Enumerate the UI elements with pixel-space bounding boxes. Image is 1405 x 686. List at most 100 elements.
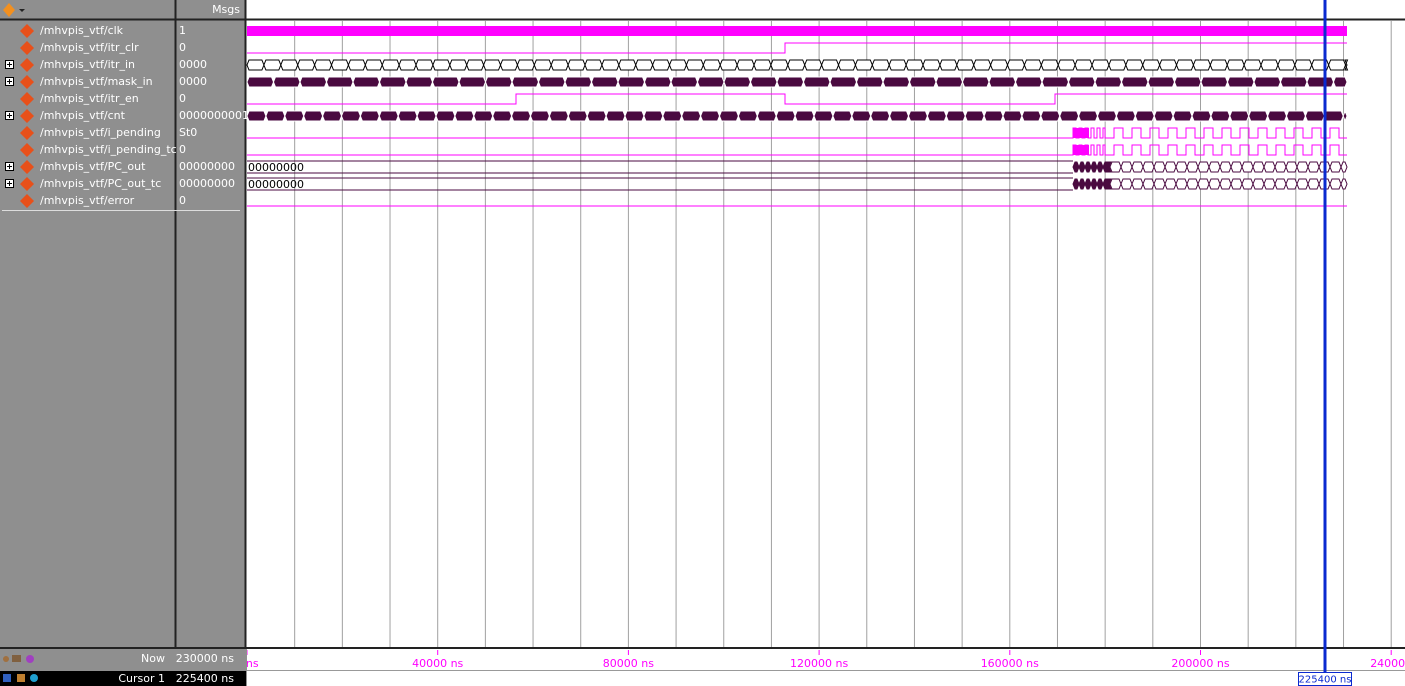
signal-name: /mhvpis_vtf/mask_in bbox=[40, 75, 153, 88]
signal-name: /mhvpis_vtf/error bbox=[40, 194, 135, 207]
bus-value: 00000000 bbox=[248, 178, 304, 191]
signal-value: 00000000 bbox=[179, 160, 235, 173]
waveform bbox=[246, 59, 1349, 71]
signal-value: 0 bbox=[179, 194, 186, 207]
cursor-value: 225400 ns bbox=[176, 672, 234, 685]
signal-name: /mhvpis_vtf/cnt bbox=[40, 109, 126, 122]
signal-row[interactable]: /mhvpis_vtf/mask_in 0000 bbox=[5, 75, 208, 89]
signal-icon bbox=[20, 109, 34, 123]
expand-icon bbox=[7, 79, 12, 84]
expand-icon bbox=[7, 113, 12, 118]
msgs-header: Msgs bbox=[212, 3, 240, 16]
waveform bbox=[246, 110, 1348, 122]
waveform bbox=[247, 26, 1347, 36]
dense-pulses bbox=[1073, 145, 1089, 155]
bus-wave bbox=[246, 110, 1348, 122]
now-value: 230000 ns bbox=[176, 652, 234, 665]
icon[interactable] bbox=[3, 656, 9, 662]
signal-icon bbox=[20, 41, 34, 55]
expand-icon bbox=[7, 181, 12, 186]
icon[interactable] bbox=[30, 674, 38, 682]
cursor-label: Cursor 1 bbox=[118, 672, 165, 685]
timeline-label: 80000 ns bbox=[603, 657, 654, 670]
signal-icon bbox=[20, 160, 34, 174]
signal-icon bbox=[20, 194, 34, 208]
expand-icon bbox=[7, 62, 12, 67]
bus-wave bbox=[247, 177, 1073, 191]
waveform: 00000000 bbox=[247, 160, 1348, 174]
left-panels bbox=[0, 0, 246, 686]
signal-row[interactable]: /mhvpis_vtf/itr_clr 0 bbox=[20, 41, 186, 55]
bus-wave bbox=[247, 160, 1073, 174]
waveform bbox=[247, 127, 1347, 139]
cursor-marker-label: 225400 ns bbox=[1299, 675, 1352, 686]
signal-icon bbox=[20, 24, 34, 38]
signal-icon bbox=[20, 143, 34, 157]
signal-value: 0 bbox=[179, 41, 186, 54]
bit-wave bbox=[247, 144, 1347, 156]
signal-value: 00000000 bbox=[179, 177, 235, 190]
signal-row[interactable]: /mhvpis_vtf/PC_out_tc 00000000 bbox=[5, 177, 236, 191]
signal-name: /mhvpis_vtf/itr_in bbox=[40, 58, 135, 71]
signal-name: /mhvpis_vtf/i_pending_tc bbox=[40, 143, 177, 156]
signal-value: 0 bbox=[179, 143, 186, 156]
signal-name: /mhvpis_vtf/i_pending bbox=[40, 126, 161, 139]
icon bbox=[19, 9, 25, 12]
signal-value: 0000 bbox=[179, 75, 207, 88]
signal-row[interactable]: /mhvpis_vtf/error 0 bbox=[20, 194, 186, 208]
signal-value: 0000000001 bbox=[179, 109, 249, 122]
signal-value: 0000 bbox=[179, 58, 207, 71]
bus-wave bbox=[246, 59, 1349, 71]
signal-name: /mhvpis_vtf/PC_out bbox=[40, 160, 146, 173]
signal-icon bbox=[20, 177, 34, 191]
signal-row[interactable]: /mhvpis_vtf/i_pending_tc 0 bbox=[20, 143, 186, 157]
bus-wave bbox=[1072, 161, 1112, 173]
signal-row[interactable]: /mhvpis_vtf/PC_out 00000000 bbox=[5, 160, 236, 174]
icon[interactable] bbox=[17, 674, 25, 682]
header-row bbox=[0, 0, 246, 19]
signal-icon bbox=[20, 58, 34, 72]
signal-row[interactable]: /mhvpis_vtf/itr_en 0 bbox=[20, 92, 186, 106]
signal-icon bbox=[20, 126, 34, 140]
waveform bbox=[246, 76, 1348, 88]
signal-row[interactable]: /mhvpis_vtf/clk 1 bbox=[20, 24, 186, 38]
signal-name: /mhvpis_vtf/itr_en bbox=[40, 92, 139, 105]
timeline-label: 200000 ns bbox=[1171, 657, 1229, 670]
signal-row[interactable]: /mhvpis_vtf/itr_in 0000 bbox=[5, 58, 208, 72]
signal-row[interactable]: /mhvpis_vtf/i_pending St0 bbox=[20, 126, 197, 140]
icon bbox=[3, 3, 15, 17]
timeline-label: 120000 ns bbox=[790, 657, 848, 670]
bus-wave bbox=[1072, 178, 1112, 190]
waveform bbox=[247, 144, 1347, 156]
signal-icon bbox=[20, 75, 34, 89]
bus-wave bbox=[246, 76, 1348, 88]
now-label: Now bbox=[141, 652, 165, 665]
icon[interactable] bbox=[26, 655, 34, 663]
signal-name: /mhvpis_vtf/clk bbox=[40, 24, 124, 37]
signal-value: St0 bbox=[179, 126, 197, 139]
signal-name: /mhvpis_vtf/PC_out_tc bbox=[40, 177, 161, 190]
waveform: 00000000 bbox=[247, 177, 1348, 191]
bit-wave bbox=[247, 93, 1347, 105]
waveform bbox=[247, 93, 1347, 105]
timeline-label: 240000 bbox=[1370, 657, 1405, 670]
wave-area: 00000000 00000000 bbox=[246, 21, 1392, 647]
signal-icon bbox=[20, 92, 34, 106]
bit-wave bbox=[247, 42, 1347, 54]
signal-value: 0 bbox=[179, 92, 186, 105]
menu-icon[interactable] bbox=[3, 3, 25, 17]
timeline-label: 0 ns bbox=[235, 657, 258, 670]
signal-value: 1 bbox=[179, 24, 186, 37]
timeline-label: 40000 ns bbox=[412, 657, 463, 670]
bus-value: 00000000 bbox=[248, 161, 304, 174]
icon[interactable] bbox=[12, 655, 21, 662]
bit-wave bbox=[247, 127, 1347, 139]
clock-wave bbox=[247, 26, 1347, 36]
expand-icon bbox=[7, 164, 12, 169]
timeline: 0 ns 40000 ns 80000 ns 120000 ns 160000 ns 20… bbox=[235, 650, 1405, 670]
bus-wave bbox=[1109, 178, 1348, 190]
signal-row[interactable]: /mhvpis_vtf/cnt 0000000001 bbox=[5, 109, 250, 123]
cursor-row bbox=[0, 671, 246, 686]
icon[interactable] bbox=[3, 674, 11, 682]
